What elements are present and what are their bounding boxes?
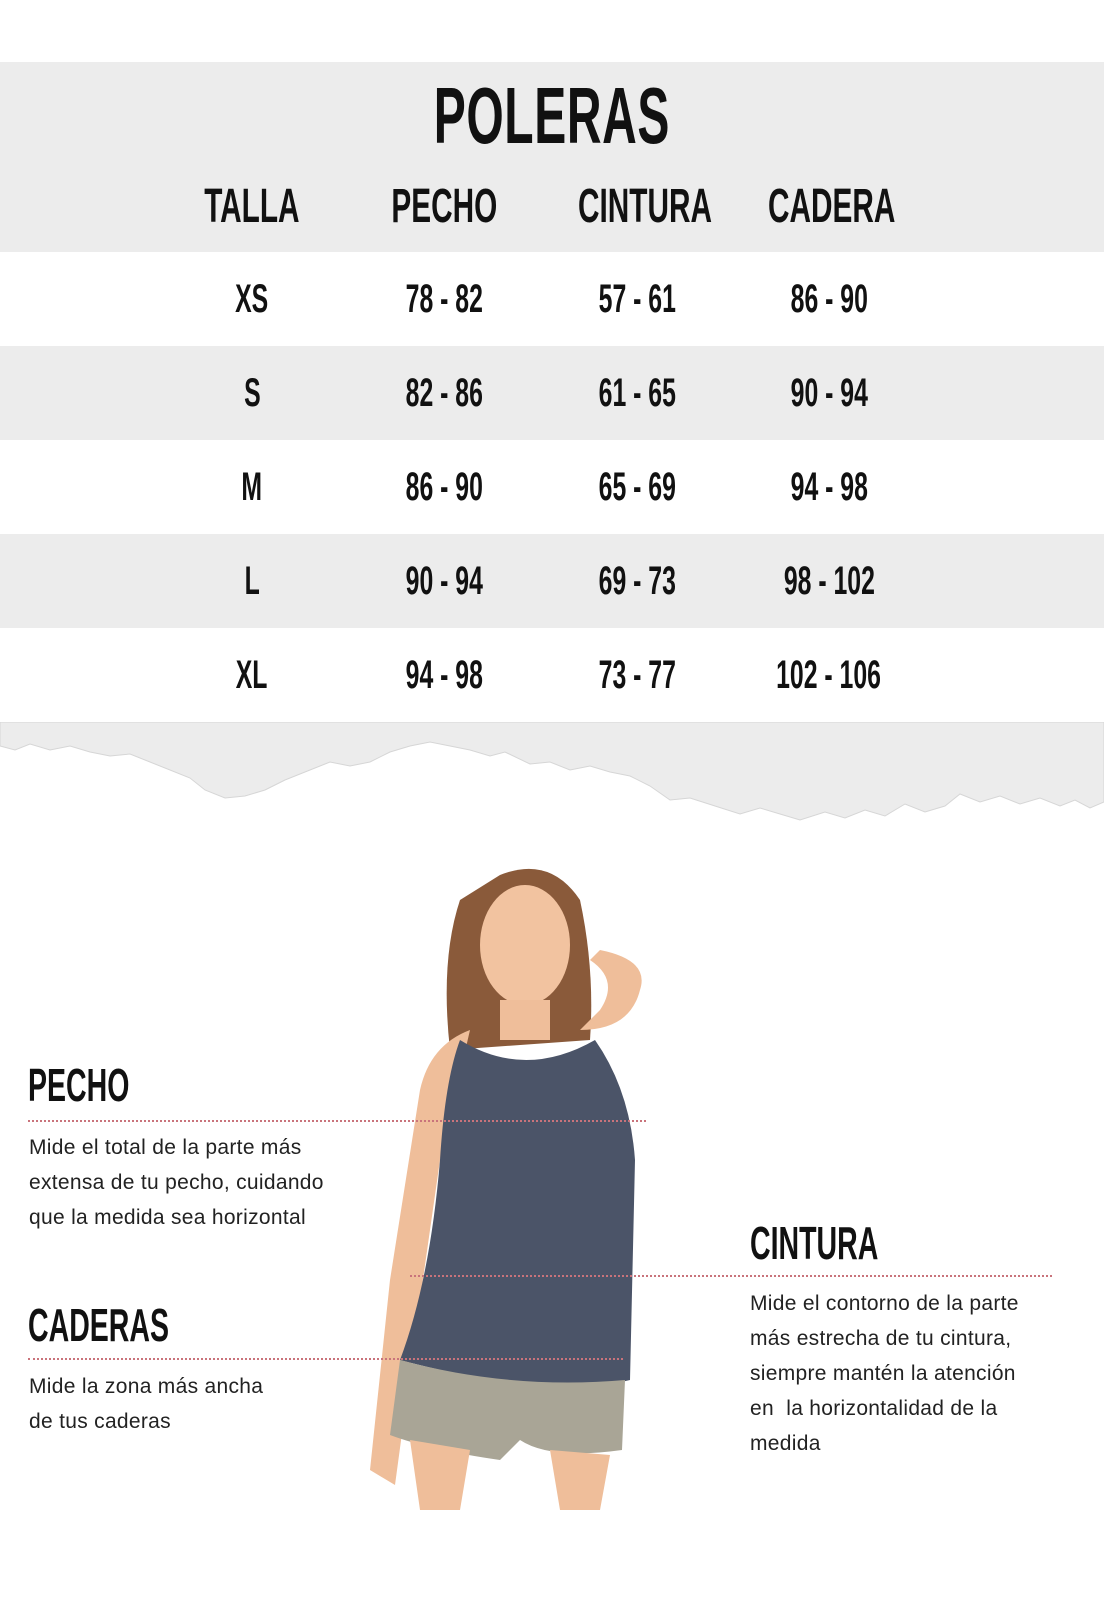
- header-band: [0, 62, 1104, 252]
- column-header-cadera: CADERA: [768, 180, 896, 233]
- text-line: extensa de tu pecho, cuidando: [29, 1171, 324, 1194]
- text-line: medida: [750, 1432, 821, 1455]
- table-header: TALLA PECHO CINTURA CADERA: [0, 160, 1104, 254]
- table-cell: XS: [235, 277, 269, 321]
- table-cell: 82 - 86: [405, 371, 483, 415]
- table-cell: 90 - 94: [790, 371, 868, 415]
- text-line: en la horizontalidad de la: [750, 1397, 998, 1420]
- pecho-title: PECHO: [28, 1059, 130, 1111]
- column-header-pecho: PECHO: [391, 180, 497, 233]
- text-line: siempre mantén la atención: [750, 1362, 1016, 1385]
- text-line: que la medida sea horizontal: [29, 1206, 306, 1229]
- table-cell: S: [243, 371, 261, 415]
- table-row: XS 78 - 82 57 - 61 86 - 90: [0, 252, 1104, 346]
- table-cell: 73 - 77: [598, 653, 676, 697]
- column-header-cintura: CINTURA: [578, 180, 712, 233]
- model-photo: [370, 868, 642, 1510]
- text-line: Mide la zona más ancha: [29, 1375, 264, 1398]
- cintura-title: CINTURA: [750, 1217, 879, 1269]
- table-cell: 102 - 106: [776, 653, 882, 697]
- text-line: de tus caderas: [29, 1410, 171, 1433]
- caderas-line: [28, 1358, 623, 1360]
- table-cell: L: [244, 559, 260, 603]
- table-row: L 90 - 94 69 - 73 98 - 102: [0, 534, 1104, 628]
- table-cell: 57 - 61: [598, 277, 676, 321]
- table-cell: 98 - 102: [783, 559, 875, 603]
- pecho-line: [28, 1120, 646, 1122]
- text-line: más estrecha de tu cintura,: [750, 1327, 1012, 1350]
- table-cell: XL: [236, 653, 268, 697]
- table-cell: 69 - 73: [598, 559, 676, 603]
- pecho-description: Mide el total de la parte más extensa de…: [29, 1130, 324, 1235]
- text-line: Mide el contorno de la parte: [750, 1292, 1019, 1315]
- caderas-description: Mide la zona más ancha de tus caderas: [29, 1369, 263, 1439]
- column-header-talla: TALLA: [204, 180, 300, 233]
- table-row: XL 94 - 98 73 - 77 102 - 106: [0, 628, 1104, 722]
- table-cell: 78 - 82: [405, 277, 483, 321]
- text-line: Mide el total de la parte más: [29, 1136, 302, 1159]
- torn-paper-edge: [0, 722, 1104, 821]
- cintura-description: Mide el contorno de la parte más estrech…: [750, 1286, 1019, 1461]
- cintura-line: [410, 1275, 1052, 1277]
- table-row: S 82 - 86 61 - 65 90 - 94: [0, 346, 1104, 440]
- table-cell: 94 - 98: [405, 653, 483, 697]
- table-cell: 90 - 94: [405, 559, 483, 603]
- page-title: POLERAS: [433, 71, 671, 160]
- caderas-title: CADERAS: [28, 1299, 170, 1351]
- table-cell: 94 - 98: [790, 465, 868, 509]
- table-row: M 86 - 90 65 - 69 94 - 98: [0, 440, 1104, 534]
- table-cell: M: [241, 465, 263, 509]
- table-cell: 86 - 90: [790, 277, 868, 321]
- table-cell: 61 - 65: [598, 371, 676, 415]
- table-cell: 86 - 90: [405, 465, 483, 509]
- table-cell: 65 - 69: [598, 465, 676, 509]
